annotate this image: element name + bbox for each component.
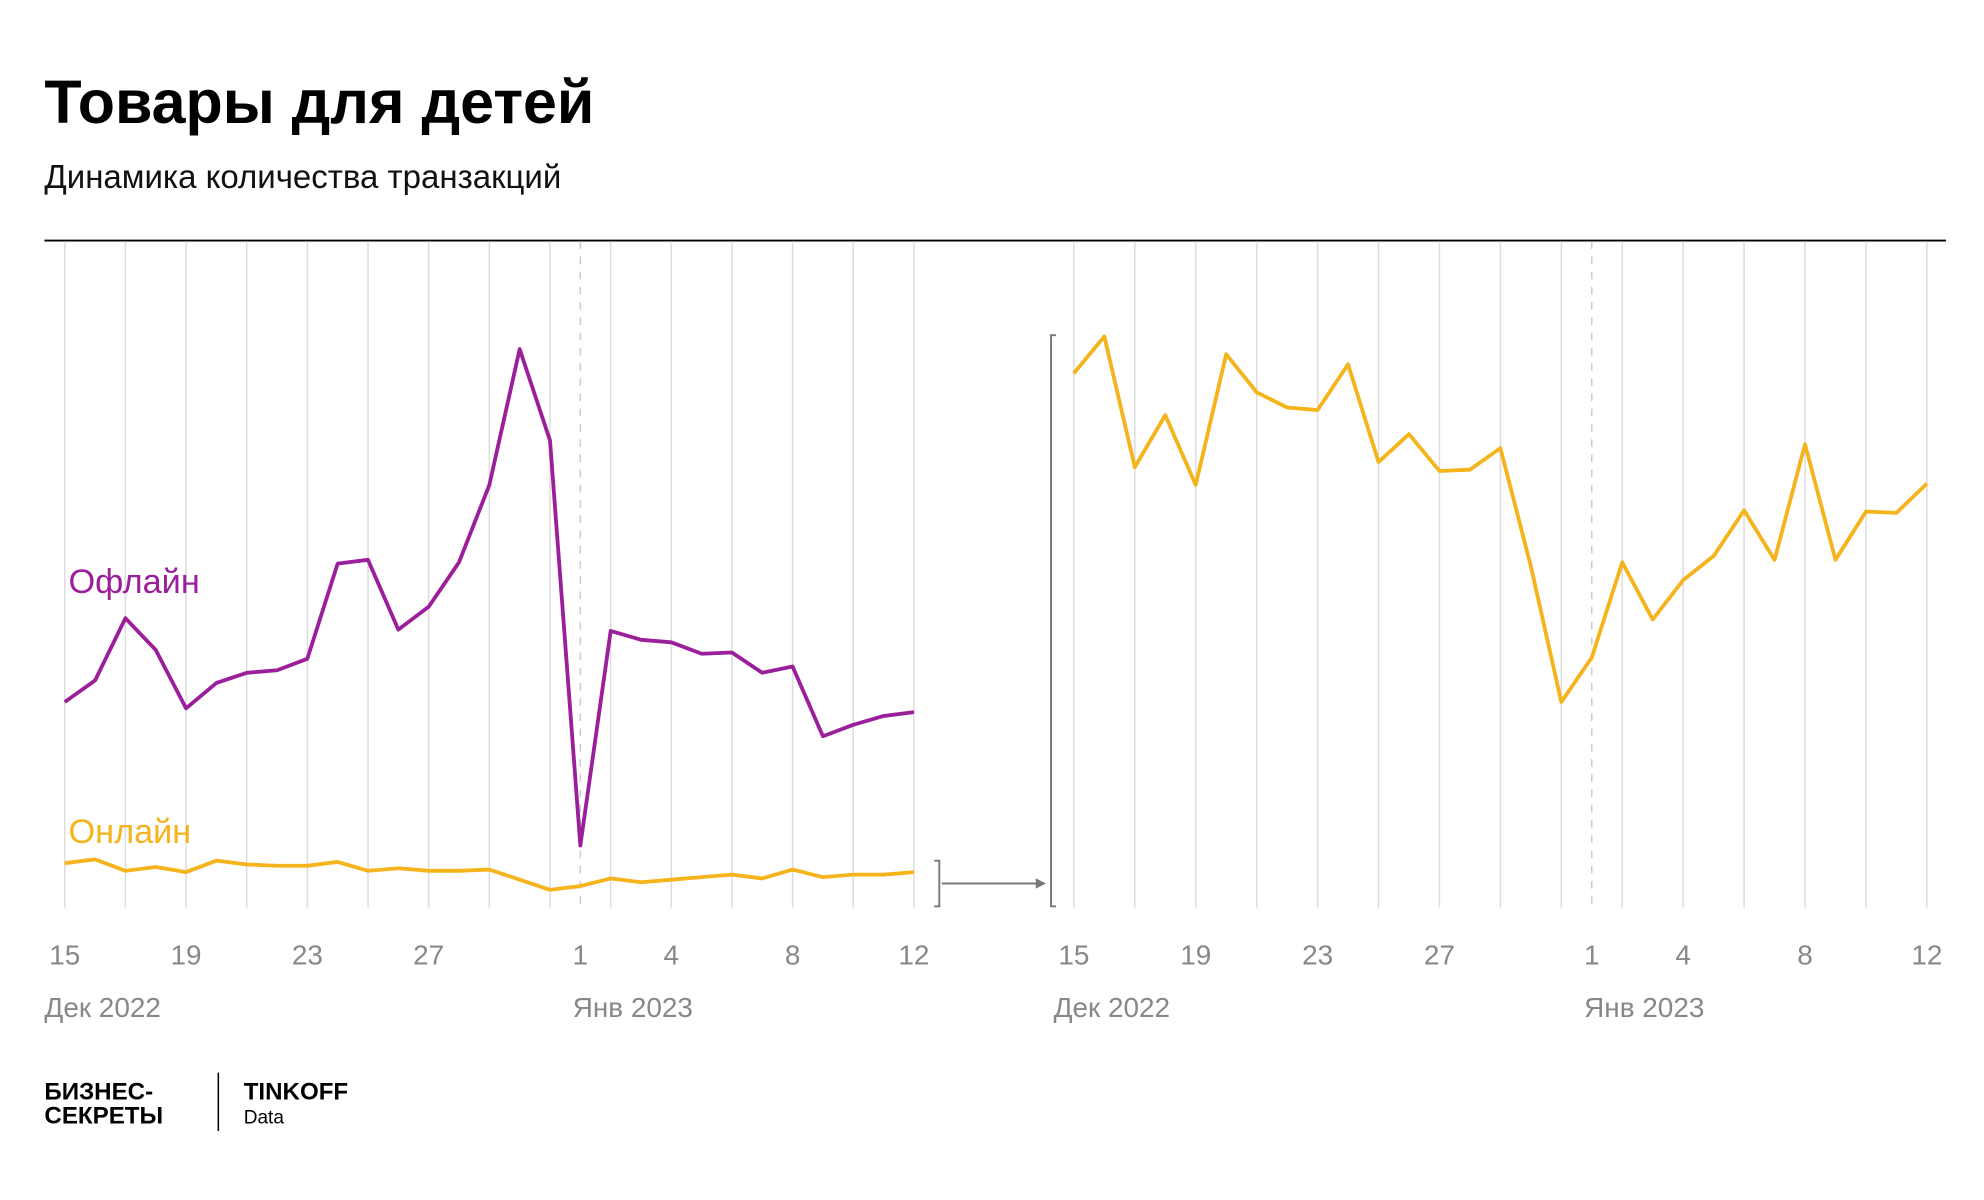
x-tick-label: 4 xyxy=(664,940,680,971)
chart-subtitle: Динамика количества транзакций xyxy=(44,158,561,195)
x-tick-label: 15 xyxy=(49,940,80,971)
series-line xyxy=(64,857,915,892)
x-tick-label: 19 xyxy=(171,940,202,971)
legend-label: Офлайн xyxy=(69,563,200,601)
legend-label: Онлайн xyxy=(69,813,192,851)
month-label: Янв 2023 xyxy=(573,992,693,1023)
x-tick-label: 12 xyxy=(1911,940,1942,971)
x-tick-label: 8 xyxy=(785,940,801,971)
x-tick-label: 1 xyxy=(573,940,589,971)
x-tick-label: 23 xyxy=(292,940,323,971)
zoom-arrow-head xyxy=(1035,878,1046,889)
x-tick-label: 1 xyxy=(1584,940,1600,971)
series-line xyxy=(63,347,915,848)
chart-title: Товары для детей xyxy=(44,68,594,136)
partner-sub: Data xyxy=(244,1107,285,1128)
brand: БИЗНЕС- xyxy=(44,1078,153,1105)
x-tick-label: 27 xyxy=(1424,940,1455,971)
x-tick-label: 4 xyxy=(1675,940,1691,971)
partner: TINKOFF xyxy=(244,1078,348,1105)
x-tick-label: 27 xyxy=(413,940,444,971)
x-tick-label: 15 xyxy=(1058,940,1089,971)
x-tick-label: 8 xyxy=(1797,940,1813,971)
x-tick-label: 12 xyxy=(898,940,929,971)
zoom-bracket xyxy=(1050,334,1057,908)
zoom-bracket xyxy=(934,859,941,908)
month-label: Дек 2022 xyxy=(1054,992,1170,1023)
month-label: Янв 2023 xyxy=(1584,992,1704,1023)
series-line xyxy=(1072,334,1929,704)
month-label: Дек 2022 xyxy=(44,992,160,1023)
x-tick-label: 19 xyxy=(1180,940,1211,971)
brand: СЕКРЕТЫ xyxy=(44,1102,163,1129)
x-tick-label: 23 xyxy=(1302,940,1333,971)
